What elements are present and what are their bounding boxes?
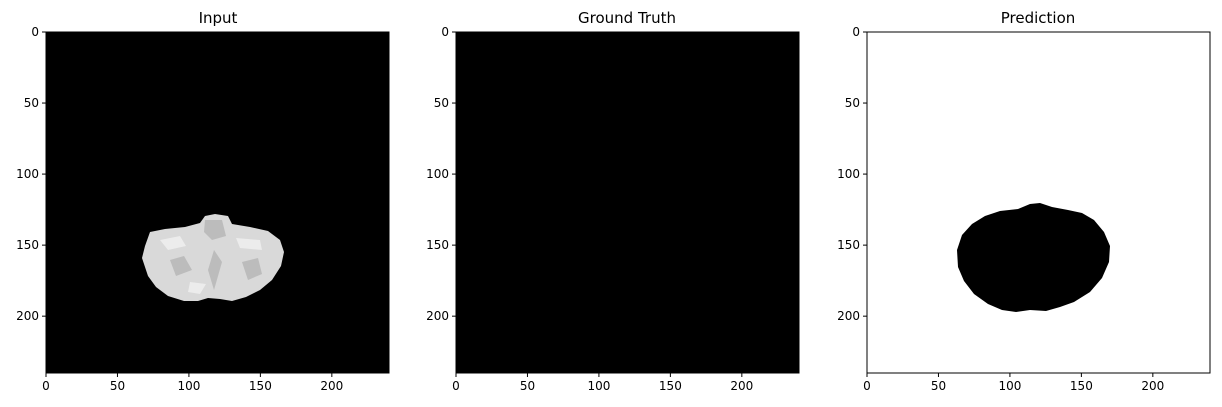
panel-title: Ground Truth (578, 9, 676, 27)
x-axis: 0 50 100 150 200 (863, 373, 1164, 393)
y-axis: 0 50 100 150 200 (837, 25, 867, 323)
y-tick-label: 200 (837, 309, 860, 323)
y-tick-label: 0 (852, 25, 860, 39)
x-tick-label: 200 (1141, 379, 1164, 393)
y-tick-label: 100 (16, 167, 39, 181)
y-tick-label: 50 (845, 96, 860, 110)
x-tick-label: 150 (249, 379, 272, 393)
axes-frame (455, 31, 800, 374)
panel-ground-truth: Ground Truth 0 50 100 150 200 0 50 100 150 200 (426, 9, 800, 393)
y-tick-label: 50 (434, 96, 449, 110)
y-tick-label: 150 (426, 238, 449, 252)
x-tick-label: 50 (520, 379, 535, 393)
brain-region (142, 214, 284, 301)
x-axis: 0 50 100 150 200 (452, 373, 753, 393)
y-tick-label: 100 (837, 167, 860, 181)
panel-title: Prediction (1001, 9, 1076, 27)
x-tick-label: 0 (863, 379, 871, 393)
x-tick-label: 100 (998, 379, 1021, 393)
panel-prediction: Prediction 0 50 100 150 200 0 50 100 150 200 (837, 9, 1211, 393)
y-axis: 0 50 100 150 200 (16, 25, 46, 323)
x-tick-label: 150 (659, 379, 682, 393)
x-axis: 0 50 100 150 200 (42, 373, 343, 393)
y-tick-label: 150 (837, 238, 860, 252)
panel-input: Input 0 50 100 150 200 0 50 100 150 200 (16, 9, 390, 393)
x-tick-label: 100 (177, 379, 200, 393)
x-tick-label: 0 (452, 379, 460, 393)
y-axis: 0 50 100 150 200 (426, 25, 456, 323)
brain-highlights (160, 236, 262, 294)
image-background (456, 32, 799, 373)
prediction-blob (957, 203, 1110, 312)
x-tick-label: 200 (730, 379, 753, 393)
y-tick-label: 50 (24, 96, 39, 110)
y-tick-label: 0 (31, 25, 39, 39)
y-tick-label: 0 (441, 25, 449, 39)
y-tick-label: 200 (16, 309, 39, 323)
x-tick-label: 200 (320, 379, 343, 393)
brain-texture (170, 220, 262, 290)
y-tick-label: 100 (426, 167, 449, 181)
y-tick-label: 150 (16, 238, 39, 252)
x-tick-label: 100 (587, 379, 610, 393)
x-tick-label: 50 (110, 379, 125, 393)
x-tick-label: 150 (1070, 379, 1093, 393)
y-tick-label: 200 (426, 309, 449, 323)
axes-frame (45, 31, 390, 374)
axes-frame (866, 31, 1211, 374)
x-tick-label: 0 (42, 379, 50, 393)
panel-title: Input (199, 9, 238, 27)
x-tick-label: 50 (931, 379, 946, 393)
image-background (46, 32, 389, 373)
image-background (867, 32, 1210, 373)
